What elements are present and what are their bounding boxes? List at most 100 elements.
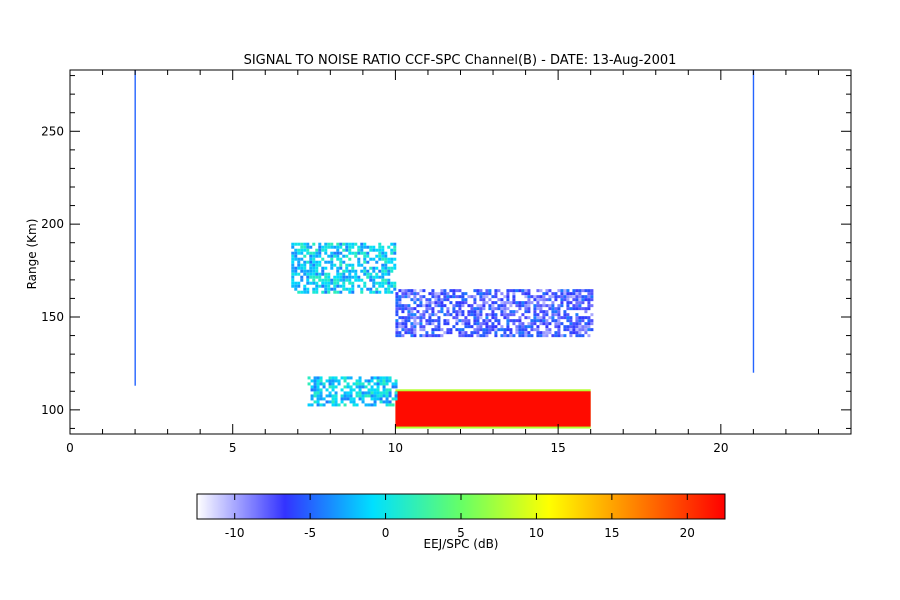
- heatmap-cell: [315, 248, 319, 252]
- heatmap-cell: [578, 325, 582, 329]
- heatmap-cell: [351, 263, 355, 267]
- heatmap-cell: [319, 388, 323, 392]
- heatmap-cell: [303, 248, 307, 252]
- heatmap-cell: [327, 287, 331, 291]
- heatmap-cell: [360, 245, 364, 249]
- heatmap-cell: [575, 304, 579, 308]
- heatmap-cell: [316, 388, 320, 392]
- heatmap-cell: [548, 316, 552, 320]
- heatmap-cell: [313, 391, 317, 395]
- heatmap-cell: [557, 319, 561, 323]
- heatmap-cell: [316, 376, 320, 380]
- heatmap-cell: [497, 322, 501, 326]
- heatmap-cell: [291, 269, 295, 273]
- heatmap-cell: [413, 316, 417, 320]
- heatmap-cell: [428, 292, 432, 296]
- heatmap-cell: [410, 331, 414, 335]
- heatmap-cell: [461, 334, 465, 338]
- heatmap-cell: [363, 281, 367, 285]
- heatmap-cell: [333, 287, 337, 291]
- heatmap-cell: [328, 391, 332, 395]
- heatmap-cell: [467, 295, 471, 299]
- heatmap-cell: [566, 307, 570, 311]
- heatmap-cell: [349, 376, 353, 380]
- heatmap-cell: [557, 331, 561, 335]
- heatmap-cell: [500, 298, 504, 302]
- heatmap-cell: [313, 382, 317, 386]
- heatmap-cell: [446, 313, 450, 317]
- heatmap-cell: [575, 334, 579, 338]
- heatmap-cell: [354, 254, 358, 258]
- heatmap-cell: [398, 331, 402, 335]
- heatmap-cell: [542, 316, 546, 320]
- heatmap-cell: [339, 284, 343, 288]
- heatmap-cell: [312, 275, 316, 279]
- heatmap-cell: [548, 298, 552, 302]
- heatmap-cell: [521, 301, 525, 305]
- heatmap-cell: [545, 289, 549, 293]
- heatmap-cell: [554, 295, 558, 299]
- heatmap-cell: [387, 260, 391, 264]
- heatmap-cell: [407, 304, 411, 308]
- heatmap-cell: [440, 334, 444, 338]
- heatmap-cell: [407, 316, 411, 320]
- heatmap-cell: [366, 251, 370, 255]
- heatmap-cell: [401, 316, 405, 320]
- heatmap-cell: [563, 310, 567, 314]
- heatmap-cell: [321, 272, 325, 276]
- heatmap-cell: [306, 245, 310, 249]
- heatmap-cell: [315, 260, 319, 264]
- heatmap-cell: [515, 331, 519, 335]
- heatmap-cell: [545, 313, 549, 317]
- heatmap-cell: [401, 289, 405, 293]
- heatmap-cell: [464, 316, 468, 320]
- heatmap-cell: [375, 266, 379, 270]
- heatmap-cell: [572, 298, 576, 302]
- heatmap-cell: [446, 331, 450, 335]
- colorbar-tick-label: 20: [680, 526, 695, 540]
- heatmap-cell: [313, 385, 317, 389]
- heatmap-cell: [497, 307, 501, 311]
- heatmap-cell: [297, 242, 301, 246]
- heatmap-cell: [506, 334, 510, 338]
- heatmap-cell: [312, 278, 316, 282]
- heatmap-cell: [355, 379, 359, 383]
- heatmap-cell: [346, 397, 350, 401]
- heatmap-cell: [527, 310, 531, 314]
- heatmap-cell: [752, 70, 755, 373]
- heatmap-cell: [303, 269, 307, 273]
- colorbar-tick-label: 0: [382, 526, 390, 540]
- heatmap-cell: [370, 376, 374, 380]
- heatmap-cell: [578, 331, 582, 335]
- heatmap-cell: [413, 307, 417, 311]
- heatmap-cell: [590, 292, 594, 296]
- heatmap-cell: [407, 289, 411, 293]
- heatmap-cell: [527, 304, 531, 308]
- heatmap-cell: [533, 328, 537, 332]
- heatmap-cell: [518, 328, 522, 332]
- heatmap-cell: [485, 328, 489, 332]
- heatmap-cell: [461, 301, 465, 305]
- heatmap-cell: [303, 263, 307, 267]
- heatmap-cell: [512, 301, 516, 305]
- heatmap-cell: [452, 316, 456, 320]
- heatmap-cell: [376, 376, 380, 380]
- heatmap-cell: [515, 319, 519, 323]
- heatmap-cell: [425, 301, 429, 305]
- heatmap-cell: [351, 251, 355, 255]
- heatmap-cell: [327, 281, 331, 285]
- heatmap-cell: [461, 304, 465, 308]
- heatmap-cell: [479, 322, 483, 326]
- heatmap-cell: [398, 307, 402, 311]
- heatmap-cell: [581, 289, 585, 293]
- heatmap-cell: [512, 298, 516, 302]
- heatmap-cell: [309, 260, 313, 264]
- heatmap-cell: [581, 316, 585, 320]
- heatmap-cell: [449, 289, 453, 293]
- heatmap-cell: [309, 263, 313, 267]
- heatmap-cell: [527, 325, 531, 329]
- heatmap-cell: [569, 301, 573, 305]
- heatmap-cell: [318, 251, 322, 255]
- heatmap-cell: [533, 307, 537, 311]
- heatmap-cell: [342, 260, 346, 264]
